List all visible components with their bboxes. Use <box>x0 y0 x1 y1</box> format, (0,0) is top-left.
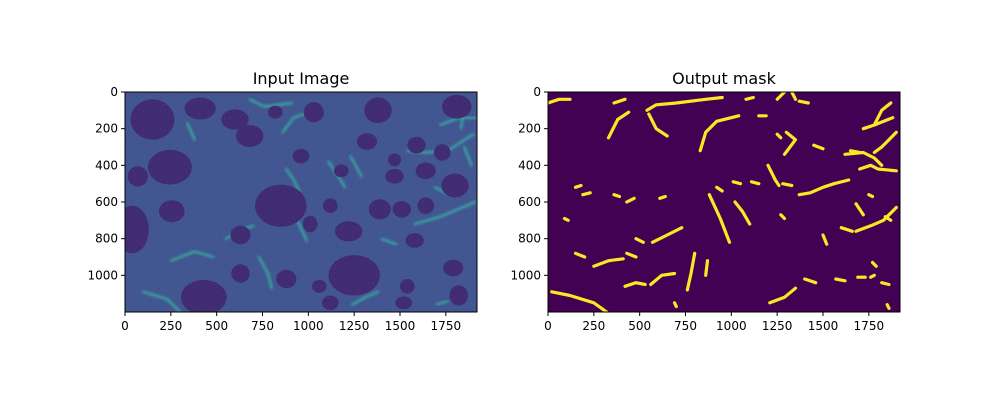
mask-segment <box>573 251 587 259</box>
output-mask-x-tick-label: 1750 <box>854 319 885 333</box>
input-image-y-tick-label: 0 <box>110 85 118 99</box>
mask-segment <box>797 182 836 197</box>
mask-segment <box>647 112 669 138</box>
input-image-x-tick-label: 750 <box>251 319 274 333</box>
mask-segment <box>867 193 875 199</box>
output-mask-y-tick-label: 1000 <box>510 268 541 282</box>
input-image-y-tick-label: 200 <box>95 122 118 136</box>
mask-segment <box>768 286 798 305</box>
input-image-title: Input Image <box>253 69 350 88</box>
mask-segment <box>797 99 810 105</box>
mask-segment <box>548 97 572 105</box>
output-mask-x-tick-label: 750 <box>674 319 697 333</box>
input-image-x-tick-label: 1250 <box>339 319 370 333</box>
mask-segment <box>870 260 878 268</box>
output-mask-x-ticks: 0 250 500 750 1000 1250 1500 1750 <box>544 312 884 333</box>
mask-segment <box>625 251 638 259</box>
input-image-x-ticks: 0 250 500 750 1000 1250 1500 1750 <box>121 312 461 333</box>
input-image-y-tick-label: 400 <box>95 158 118 172</box>
mask-segment <box>839 226 854 233</box>
mask-segment <box>834 277 847 283</box>
input-image-panel: Input Image 0 250 500 750 1000 1250 1500 1750 0… <box>87 69 478 333</box>
mask-segment <box>733 200 752 226</box>
mask-segment <box>885 303 891 310</box>
mask-segment <box>623 281 647 288</box>
mask-segment <box>650 226 684 244</box>
mask-segment <box>869 273 876 279</box>
mask-segment <box>612 193 622 199</box>
mask-segment <box>698 114 741 153</box>
input-image-x-tick-label: 1750 <box>431 319 462 333</box>
mask-segment <box>854 205 898 233</box>
input-image-grain <box>125 92 477 312</box>
mask-segment <box>634 237 645 244</box>
output-mask-x-tick-label: 1500 <box>808 319 839 333</box>
mask-segment <box>645 95 724 112</box>
mask-segment <box>672 301 678 309</box>
mask-segment <box>744 95 755 101</box>
output-mask-y-tick-label: 400 <box>518 158 541 172</box>
output-mask-x-tick-label: 0 <box>544 319 552 333</box>
mask-segment <box>883 215 893 222</box>
output-mask-x-tick-label: 500 <box>628 319 651 333</box>
mask-segment <box>848 149 862 155</box>
output-mask-y-tick-label: 0 <box>533 85 541 99</box>
input-image-y-tick-label: 600 <box>95 195 118 209</box>
input-image-y-tick-label: 1000 <box>87 268 118 282</box>
input-image-y-tick-label: 800 <box>95 232 118 246</box>
mask-segment <box>731 180 743 186</box>
mask-segment <box>649 271 677 287</box>
output-mask-x-tick-label: 1000 <box>716 319 747 333</box>
output-mask-x-tick-label: 1250 <box>762 319 793 333</box>
input-image-x-tick-label: 1500 <box>385 319 416 333</box>
mask-segment <box>749 180 761 186</box>
mask-segment <box>779 213 787 221</box>
output-mask-background <box>548 92 900 312</box>
mask-segment <box>581 191 592 197</box>
output-mask-segments <box>548 92 898 312</box>
mask-segment <box>782 130 798 156</box>
mask-segment <box>775 132 783 140</box>
mask-segment <box>880 281 891 287</box>
mask-segment <box>832 178 851 186</box>
mask-segment <box>625 196 636 204</box>
output-mask-y-tick-label: 800 <box>518 232 541 246</box>
mask-segment <box>790 92 798 101</box>
mask-segment <box>775 92 787 101</box>
mask-segment <box>550 290 609 312</box>
input-image-y-ticks: 0 200 400 600 800 1000 <box>87 85 125 282</box>
mask-segment <box>592 257 625 268</box>
output-mask-y-tick-label: 200 <box>518 122 541 136</box>
input-image-x-tick-label: 500 <box>205 319 228 333</box>
mask-segment <box>562 216 570 222</box>
mask-segment <box>707 193 732 244</box>
input-image-x-tick-label: 1000 <box>293 319 324 333</box>
mask-segment <box>715 185 724 193</box>
output-mask-x-tick-label: 250 <box>582 319 605 333</box>
output-mask-panel: Output mask 0 250 500 750 1000 1250 1500 1750 0… <box>510 69 901 333</box>
mask-segment <box>872 130 898 155</box>
output-mask-title: Output mask <box>672 69 776 88</box>
mask-segment <box>704 259 710 277</box>
mask-segment <box>854 202 865 217</box>
input-image-x-tick-label: 0 <box>121 319 129 333</box>
mask-segment <box>766 163 781 188</box>
mask-segment <box>685 251 697 292</box>
input-image-x-tick-label: 250 <box>159 319 182 333</box>
mask-segment <box>821 233 829 246</box>
mask-segment <box>803 277 818 285</box>
mask-segment <box>573 183 583 189</box>
mask-segment <box>858 163 898 173</box>
mask-segment <box>658 194 667 200</box>
mask-segment <box>606 110 631 140</box>
mask-segment <box>843 150 884 167</box>
mask-segment <box>872 101 893 127</box>
mask-segment <box>812 143 825 151</box>
output-mask-y-ticks: 0 200 400 600 800 1000 <box>510 85 548 282</box>
mask-segment <box>612 97 627 105</box>
mask-segment <box>781 182 794 188</box>
output-mask-y-tick-label: 600 <box>518 195 541 209</box>
